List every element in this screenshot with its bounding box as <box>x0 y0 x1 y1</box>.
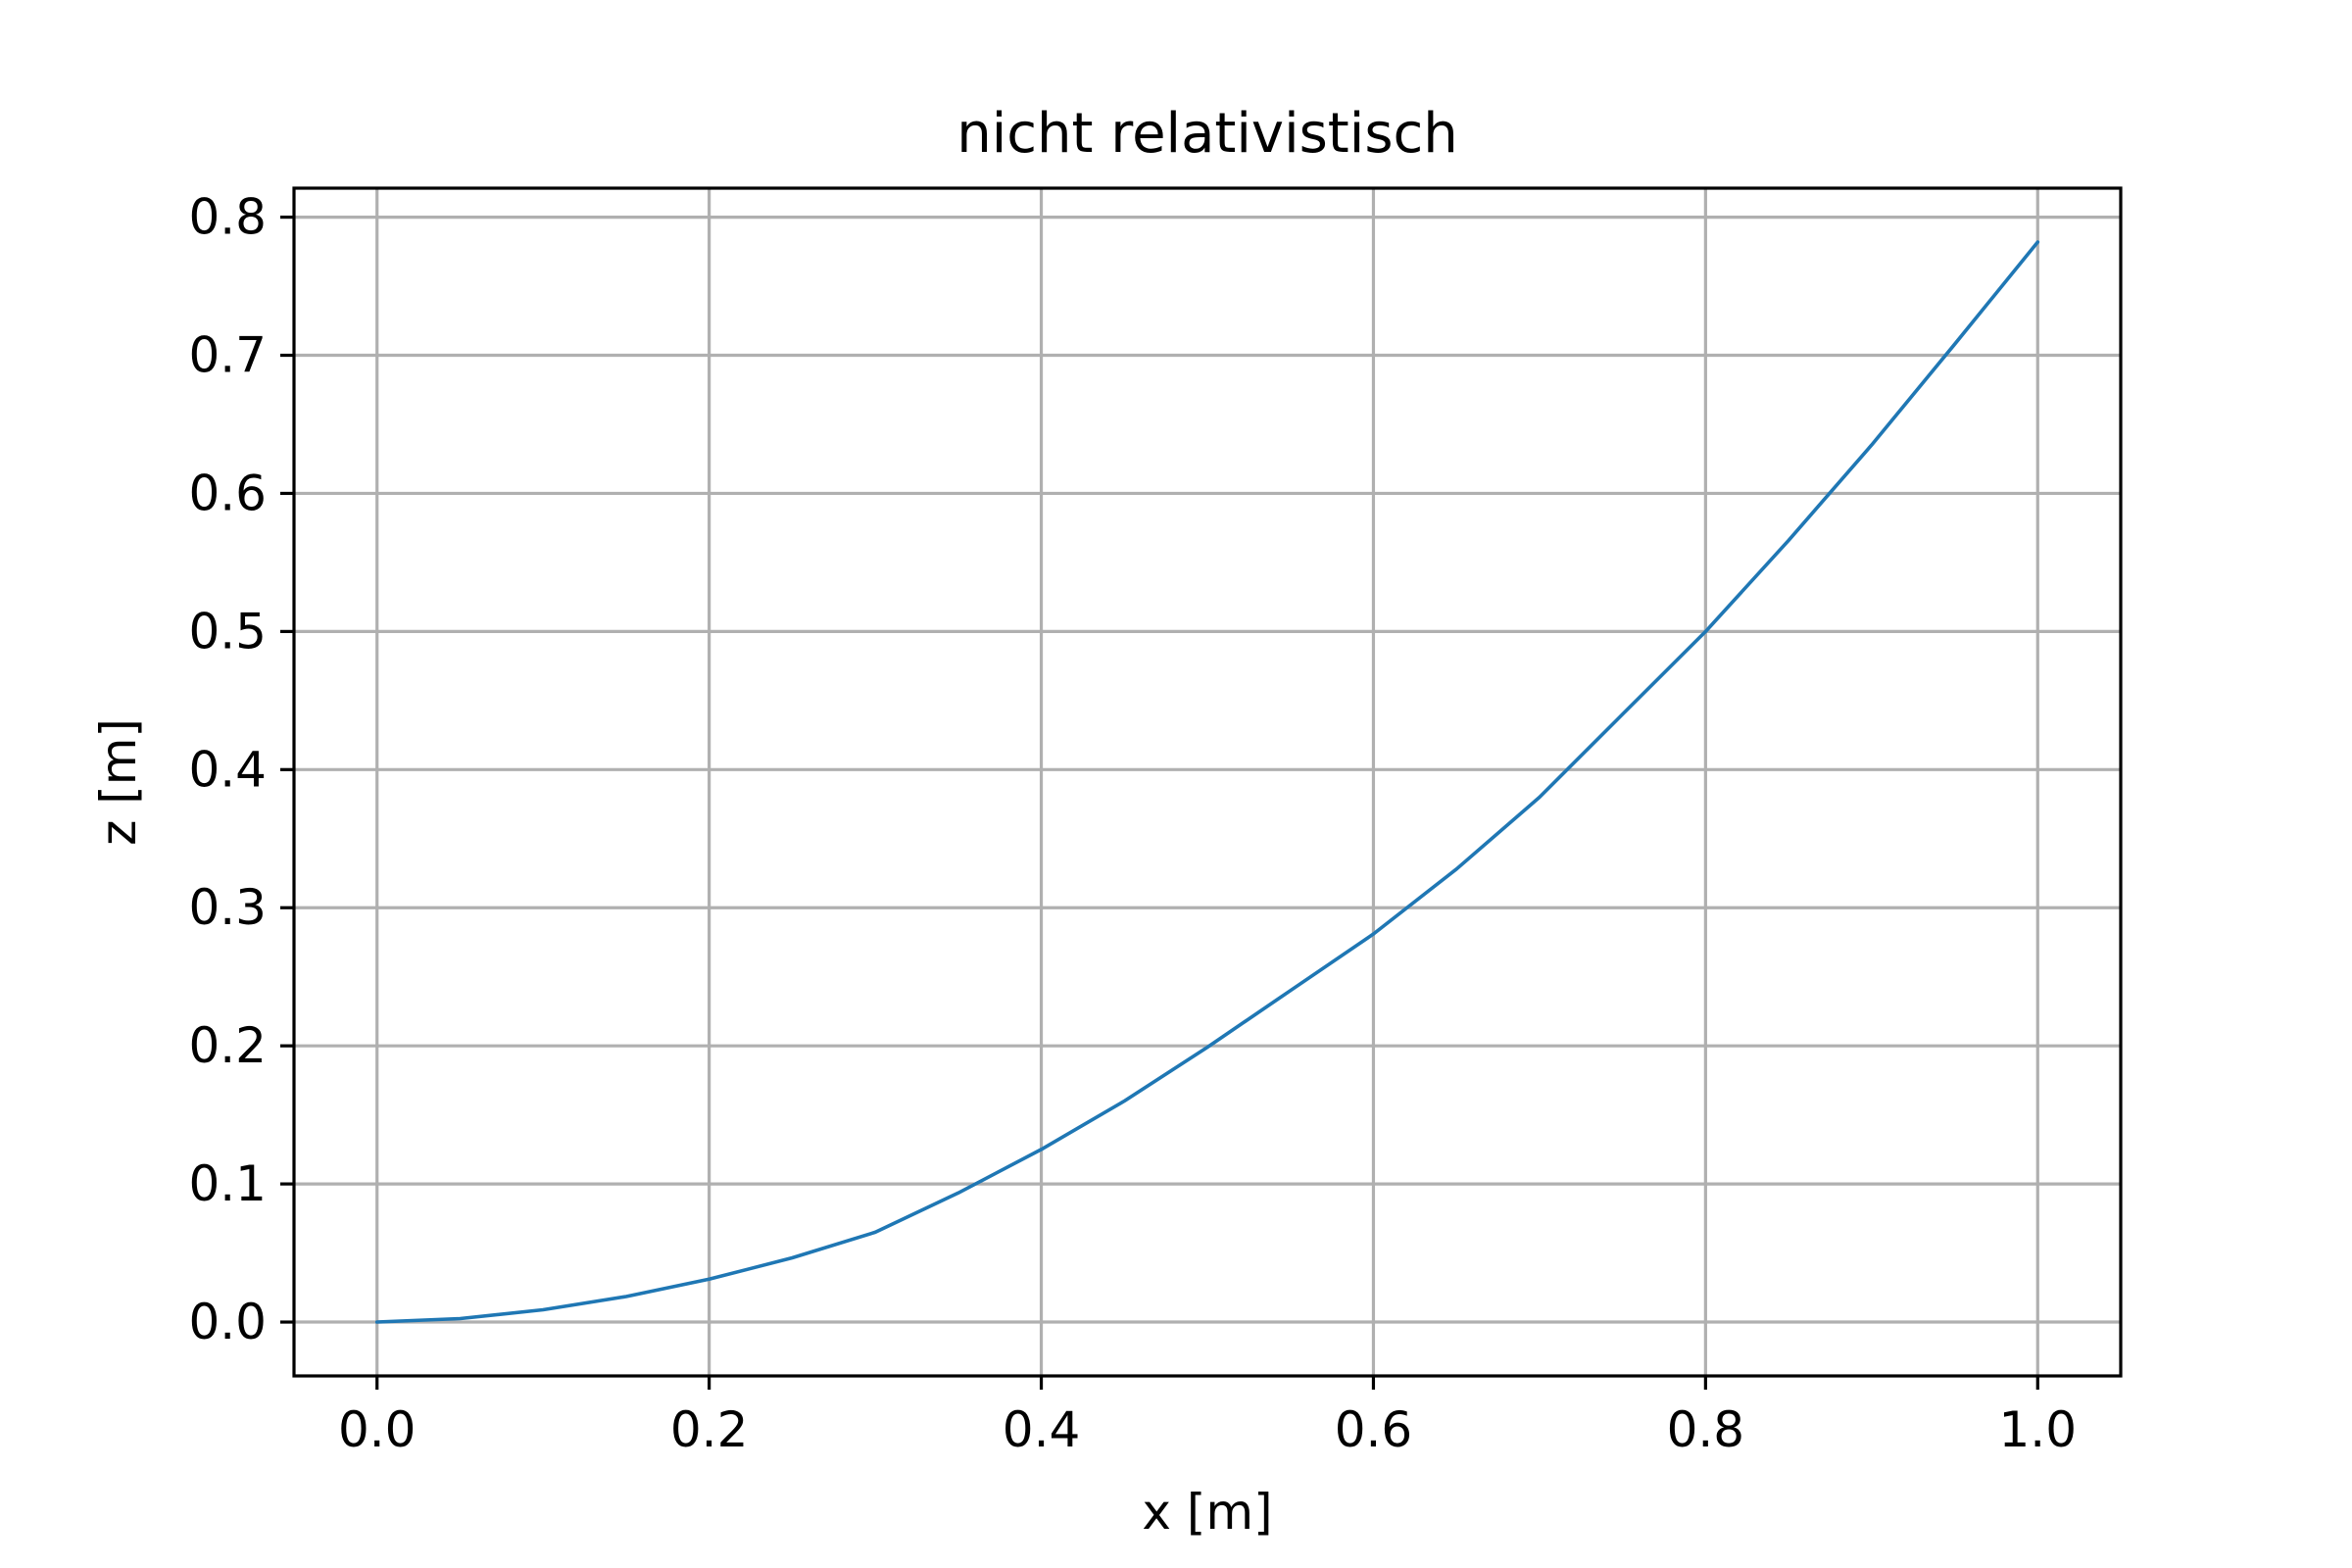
x-tick-label: 0.6 <box>1335 1401 1413 1458</box>
x-tick-label: 1.0 <box>1999 1401 2078 1458</box>
y-tick-label: 0.6 <box>188 465 267 521</box>
y-tick-label: 0.8 <box>188 189 267 246</box>
y-tick-label: 0.3 <box>188 879 267 936</box>
x-axis-label: x [m] <box>1142 1484 1272 1541</box>
series-line <box>374 240 2040 1324</box>
x-tick-label: 0.0 <box>338 1401 416 1458</box>
y-tick-label: 0.1 <box>188 1155 267 1212</box>
y-tick-label: 0.7 <box>188 327 267 384</box>
x-tick-label: 0.2 <box>670 1401 749 1458</box>
y-axis-label: z [m] <box>90 718 147 846</box>
plot-frame <box>292 186 2123 1378</box>
y-tick-label: 0.5 <box>188 603 267 660</box>
grid <box>294 188 2121 1376</box>
ticks: 0.0 0.2 0.4 0.6 0.8 1.0 0.0 0.1 0.2 0.3 0.4 0.5 0.6 0… <box>188 189 2077 1458</box>
series-layer <box>374 240 2040 1324</box>
chart-title: nicht relativistisch <box>956 102 1458 166</box>
x-tick-label: 0.8 <box>1667 1401 1745 1458</box>
x-tick-label: 0.4 <box>1003 1401 1081 1458</box>
y-tick-label: 0.4 <box>188 741 267 798</box>
y-tick-label: 0.2 <box>188 1017 267 1074</box>
y-tick-label: 0.0 <box>188 1294 267 1350</box>
